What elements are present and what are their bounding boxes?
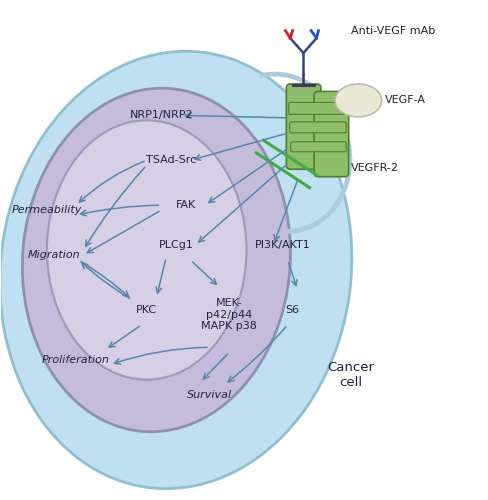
Text: S6: S6 (285, 305, 300, 315)
Text: Migration: Migration (28, 250, 81, 260)
Text: Permeability: Permeability (12, 205, 82, 215)
Ellipse shape (335, 84, 382, 117)
Text: PKC: PKC (136, 305, 157, 315)
Text: Survival: Survival (187, 390, 232, 400)
FancyBboxPatch shape (286, 84, 321, 169)
Text: FAK: FAK (176, 200, 196, 210)
Ellipse shape (22, 88, 290, 432)
Text: Proliferation: Proliferation (42, 354, 110, 364)
Text: NRP1/NRP2: NRP1/NRP2 (129, 110, 193, 120)
Ellipse shape (0, 52, 352, 488)
Text: TSAd-Src: TSAd-Src (146, 155, 196, 165)
Text: PLCg1: PLCg1 (159, 240, 193, 250)
Text: Anti-VEGF mAb: Anti-VEGF mAb (351, 26, 435, 36)
Text: VEGF-A: VEGF-A (385, 96, 426, 106)
FancyBboxPatch shape (289, 102, 346, 115)
Text: Cancer
cell: Cancer cell (327, 360, 375, 388)
FancyBboxPatch shape (291, 142, 346, 152)
Text: MEK-
p42/p44
MAPK p38: MEK- p42/p44 MAPK p38 (202, 298, 257, 332)
Text: PI3K/AKT1: PI3K/AKT1 (255, 240, 311, 250)
FancyBboxPatch shape (314, 92, 348, 176)
FancyBboxPatch shape (290, 122, 346, 133)
Ellipse shape (47, 120, 246, 380)
Text: VEGFR-2: VEGFR-2 (351, 162, 399, 172)
